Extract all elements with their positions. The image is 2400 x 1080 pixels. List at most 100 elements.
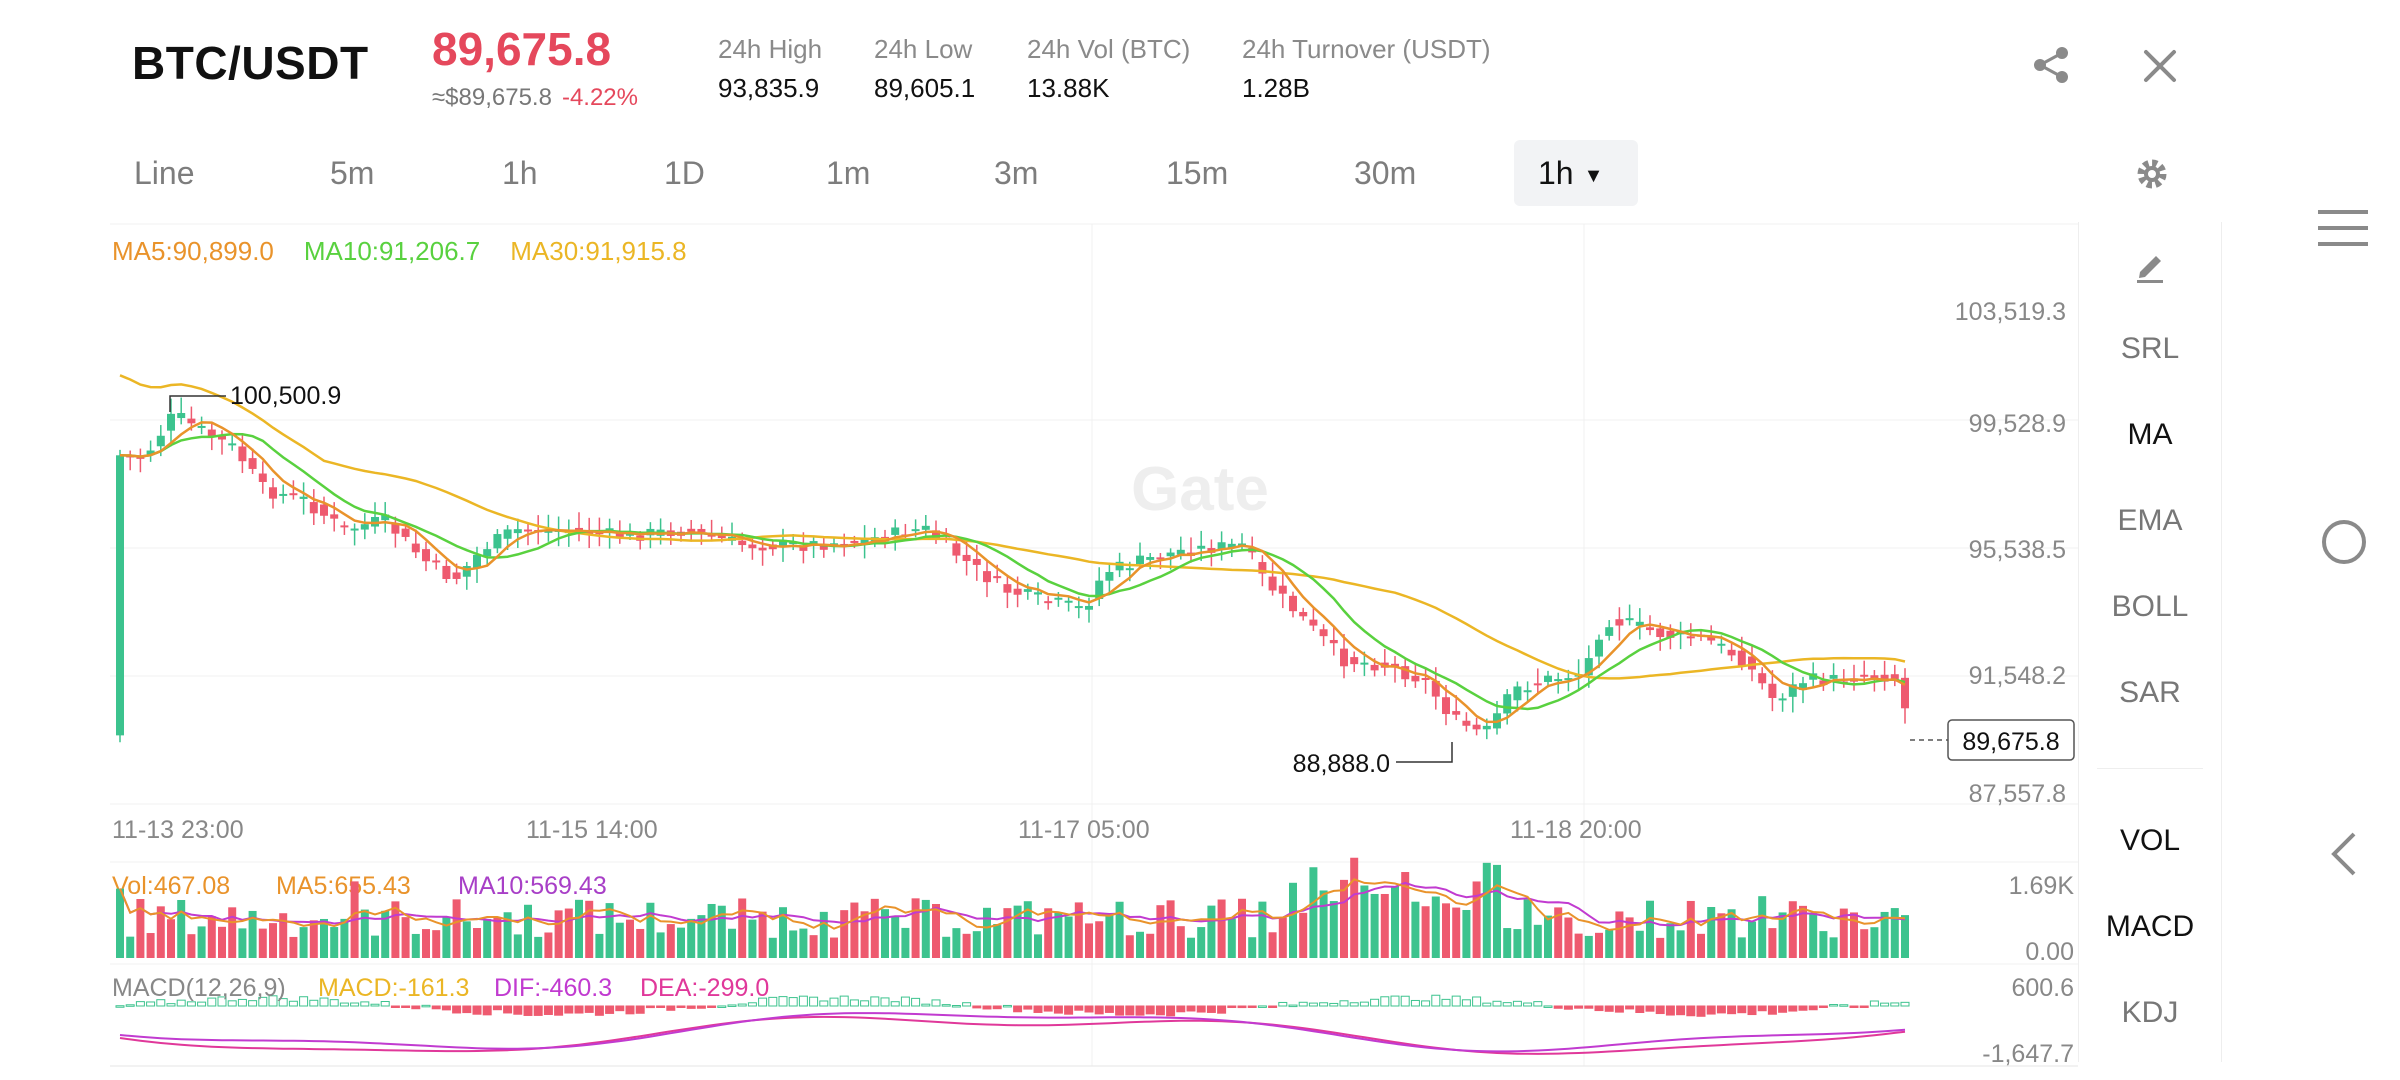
x-tick: 11-13 23:00 — [112, 816, 244, 844]
candle-body — [1411, 675, 1420, 682]
candle-body — [1340, 648, 1348, 667]
candle-body — [1686, 636, 1695, 639]
candle-body — [1064, 600, 1073, 603]
candle-body — [1472, 724, 1481, 730]
share-button[interactable] — [2030, 44, 2072, 86]
macd-bar — [1227, 1005, 1237, 1009]
indicator-ema[interactable]: EMA — [2117, 504, 2183, 537]
tab-5m[interactable]: 5m — [330, 155, 375, 191]
volume-bar — [1238, 898, 1246, 958]
candle-body — [615, 532, 624, 538]
candle-body — [1799, 683, 1807, 691]
indicator-vol[interactable]: VOL — [2119, 824, 2181, 857]
indicator-kdj[interactable]: KDJ — [2121, 996, 2179, 1029]
tab-1h[interactable]: 1h — [502, 155, 538, 191]
candle-body — [1054, 597, 1063, 600]
volume-bar — [605, 903, 614, 958]
tab-line[interactable]: Line — [134, 155, 195, 191]
dif-value: DIF:-460.3 — [494, 974, 612, 1002]
indicator-panel: SRL MA EMA BOLL SAR VOL MACD KDJ — [2078, 222, 2222, 1062]
candle-body — [350, 528, 359, 531]
candle-body — [1727, 649, 1736, 656]
tab-30m[interactable]: 30m — [1354, 155, 1417, 191]
candle-body — [1034, 592, 1042, 595]
candle-body — [891, 527, 900, 535]
kline-chart[interactable]: Gate 103,519.3 99,528.9 95,538.5 91,548.… — [0, 0, 2078, 1080]
tab-interval-dropdown[interactable]: 1h ▼ — [1514, 140, 1638, 206]
tab-3m[interactable]: 3m — [994, 155, 1039, 191]
macd-bar — [1461, 999, 1471, 1007]
x-tick: 11-17 05:00 — [1018, 816, 1150, 844]
volume-bar — [983, 907, 991, 958]
macd-bar — [890, 1001, 900, 1007]
tab-1d[interactable]: 1D — [664, 155, 705, 191]
home-button[interactable] — [2320, 518, 2368, 566]
volume-bar — [462, 921, 471, 958]
macd-bar — [880, 997, 890, 1007]
volume-bar — [1584, 935, 1593, 958]
candle-body — [187, 418, 196, 424]
macd-bar — [1655, 1005, 1665, 1015]
volume-bar — [1595, 932, 1603, 958]
macd-bar — [237, 998, 247, 1007]
macd-bar — [839, 995, 849, 1007]
macd-bar — [809, 996, 819, 1007]
macd-bar — [1002, 1004, 1012, 1008]
candle-body — [1523, 690, 1532, 693]
candle-body — [462, 566, 471, 577]
volume-bar — [1431, 896, 1440, 958]
panel-divider — [2097, 768, 2203, 769]
macd-bar — [1543, 1005, 1553, 1008]
macd-bar — [1625, 1005, 1635, 1010]
candle-body — [391, 523, 400, 534]
macd-bar — [829, 997, 839, 1007]
volume-bar — [1809, 912, 1818, 958]
stat-value: 89,605.1 — [874, 73, 976, 103]
macd-bar — [1268, 1005, 1278, 1008]
indicator-srl[interactable]: SRL — [2120, 332, 2180, 365]
candle-body — [697, 528, 706, 532]
tab-1m[interactable]: 1m — [826, 155, 871, 191]
draw-tool-button[interactable] — [2079, 244, 2221, 292]
candle-body — [799, 545, 808, 551]
macd-bar — [1094, 1005, 1104, 1015]
candle-body — [340, 525, 349, 528]
volume-bar — [269, 923, 277, 958]
candle-body — [1299, 611, 1308, 617]
macd-bar — [1737, 1005, 1747, 1014]
candle-body — [911, 529, 920, 532]
candle-body — [1829, 674, 1838, 679]
macd-bar — [288, 1000, 298, 1007]
macd-bar — [1257, 1005, 1267, 1008]
candle-body — [779, 539, 787, 547]
volume-bar — [289, 936, 298, 958]
macd-bar — [1033, 1005, 1043, 1013]
indicator-ma[interactable]: MA — [2127, 418, 2173, 451]
volume-bar — [1839, 908, 1848, 958]
candle-body — [983, 571, 991, 583]
indicator-boll[interactable]: BOLL — [2111, 590, 2189, 623]
macd-bar — [1074, 1005, 1084, 1011]
candle-body — [993, 576, 1002, 579]
candle-body — [1656, 628, 1665, 638]
gear-icon — [2137, 159, 2167, 189]
volume-bar — [177, 899, 186, 958]
dif-line — [119, 1012, 1906, 1053]
indicator-macd[interactable]: MACD — [2105, 910, 2195, 943]
candle-body — [1513, 686, 1522, 701]
indicator-sar[interactable]: SAR — [2119, 676, 2181, 709]
volume-bar — [1166, 900, 1175, 958]
close-button[interactable] — [2142, 48, 2178, 84]
settings-button[interactable] — [2134, 156, 2170, 192]
back-button[interactable] — [2328, 830, 2360, 878]
candle-body — [1125, 568, 1134, 571]
tab-15m[interactable]: 15m — [1166, 155, 1229, 191]
menu-button[interactable] — [2318, 208, 2368, 248]
volume-bar — [1615, 911, 1624, 958]
candle-body — [1146, 557, 1155, 560]
pair-title[interactable]: BTC/USDT — [132, 37, 369, 89]
stat-24h-vol: 24h Vol (BTC) 13.88K — [1027, 34, 1190, 104]
macd-bar — [1553, 1005, 1563, 1009]
volume-bar — [901, 927, 910, 958]
volume-bar — [1370, 893, 1379, 958]
